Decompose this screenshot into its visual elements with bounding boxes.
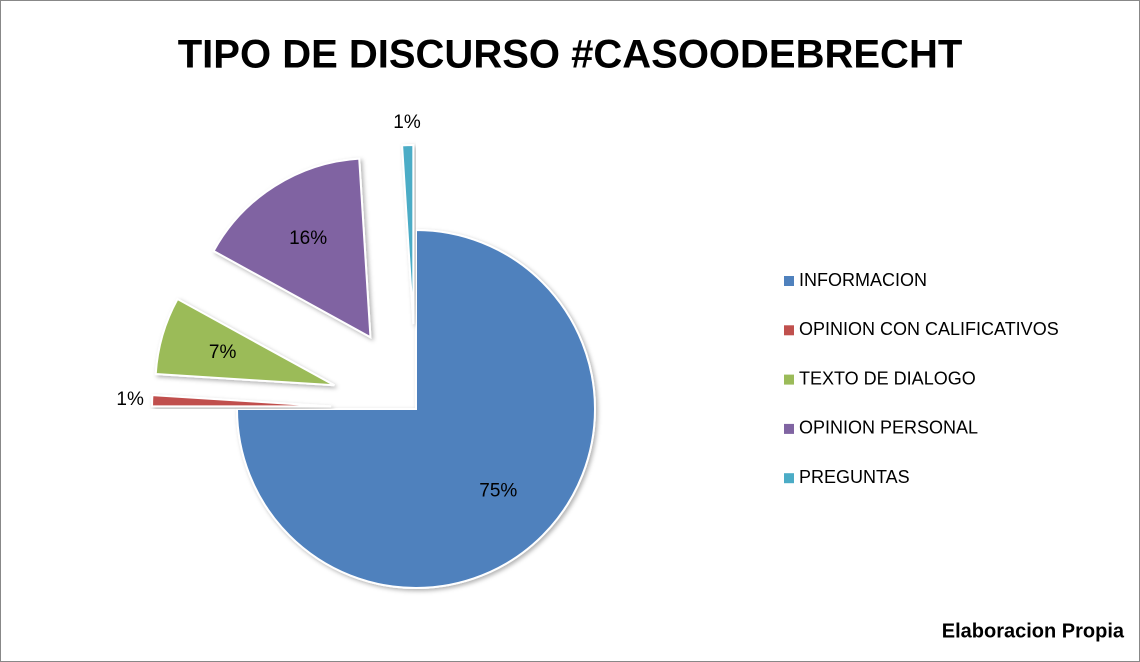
- pie-slice: [212, 157, 372, 339]
- legend-label: INFORMACION: [799, 270, 927, 290]
- legend-label: PREGUNTAS: [799, 467, 910, 487]
- pie-slice: [154, 297, 335, 387]
- legend-label: OPINION CON CALIFICATIVOS: [799, 319, 1059, 339]
- data-label: 1%: [116, 389, 144, 410]
- data-label: 7%: [209, 342, 237, 363]
- data-label: 16%: [289, 228, 327, 249]
- data-label: 75%: [479, 480, 517, 501]
- pie-slice: [235, 228, 596, 589]
- pie-slice: [151, 394, 332, 408]
- legend-swatch: [784, 276, 794, 286]
- legend-swatch: [784, 423, 794, 434]
- annotation: Elaboracion Propia: [942, 620, 1125, 642]
- chart-title: TIPO DE DISCURSO #CASOODEBRECHT: [178, 33, 963, 77]
- legend-label: OPINION PERSONAL: [799, 418, 978, 438]
- legend-label: TEXTO DE DIALOGO: [799, 368, 976, 388]
- legend-swatch: [784, 325, 794, 336]
- legend-swatch: [784, 374, 794, 385]
- pie-slice: [401, 144, 415, 325]
- data-label: 1%: [393, 112, 421, 133]
- legend-swatch: [784, 473, 794, 484]
